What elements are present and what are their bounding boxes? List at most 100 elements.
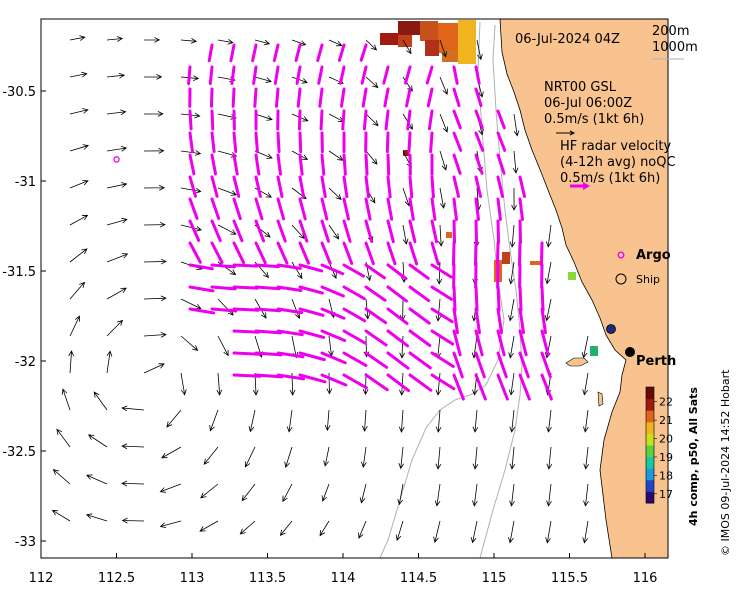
gsl-arrow <box>365 39 378 51</box>
colorbar-tick-label: 18 <box>659 469 673 482</box>
gsl-arrow <box>284 446 293 468</box>
hf-arrow <box>298 351 326 362</box>
colorbar-segment <box>646 433 654 446</box>
hf-arrow <box>496 351 508 379</box>
hf-arrow <box>188 153 196 176</box>
hf-arrow <box>294 43 302 63</box>
hf-arrow <box>430 351 455 368</box>
hf-arrow <box>342 197 350 221</box>
hf-arrow <box>210 307 238 313</box>
gsl-arrow <box>438 224 444 247</box>
gsl-arrow <box>581 335 589 359</box>
argo-legend-symbol <box>617 251 625 259</box>
gsl-arrow <box>241 483 256 502</box>
gsl-arrow <box>328 39 343 47</box>
hf-arrow <box>209 87 214 108</box>
hf-arrow <box>364 307 388 325</box>
gsl-arrow <box>200 483 219 499</box>
hf-arrow <box>276 197 286 221</box>
gsl-arrow <box>68 350 75 374</box>
gsl-arrow <box>143 221 166 228</box>
gsl-arrow <box>61 388 71 411</box>
colorbar-segment <box>646 456 654 469</box>
gsl-arrow <box>69 248 88 263</box>
hf-arrow <box>430 263 453 279</box>
hf-arrow <box>518 307 525 335</box>
gsl-arrow <box>439 150 448 171</box>
gsl-arrow <box>365 76 379 89</box>
hf-arrow <box>496 285 501 312</box>
hf-arrow <box>210 197 221 220</box>
hf-arrow <box>430 373 456 391</box>
gsl-arrow <box>319 520 330 537</box>
gsl-arrow <box>121 405 145 412</box>
hf-arrow <box>188 175 197 198</box>
hf-arrow <box>272 43 280 63</box>
hf-arrow <box>474 87 483 108</box>
hf-arrow <box>496 175 504 198</box>
gsl-arrow <box>291 76 308 84</box>
hf-arrow <box>274 87 280 108</box>
hf-arrow <box>362 109 368 131</box>
x-tick-label: 115 <box>482 571 507 586</box>
gsl-arrow <box>69 214 89 226</box>
y-tick-label: -30.5 <box>2 85 36 100</box>
hf-arrow <box>210 109 215 131</box>
hf-arrow <box>342 351 368 367</box>
gsl-arrow <box>544 298 552 322</box>
gsl-arrow <box>583 446 590 470</box>
hf-arrow <box>382 65 390 85</box>
hf-arrow <box>408 197 415 221</box>
gsl-arrow <box>143 363 165 374</box>
hf-arrow <box>473 241 478 267</box>
hf-arrow <box>408 285 431 303</box>
gsl-arrow <box>508 335 515 359</box>
hf-arrow <box>342 241 354 265</box>
hf-arrow <box>430 175 435 199</box>
hf-arrow <box>188 109 193 131</box>
hf-arrow <box>407 131 412 154</box>
hf-arrow <box>298 285 324 295</box>
hf-arrow <box>496 373 509 401</box>
hf-arrow <box>342 373 368 390</box>
hf-arrow <box>474 131 485 152</box>
hf-arrow <box>342 153 347 176</box>
hf-arrow <box>341 109 346 131</box>
hf-arrow <box>430 329 455 346</box>
hf-arrow <box>273 65 280 85</box>
gsl-arrow <box>472 409 479 433</box>
y-tick-label: -33 <box>15 535 36 550</box>
hf-arrow <box>319 109 324 131</box>
hf-arrow <box>276 153 282 176</box>
hf-arrow <box>342 219 352 243</box>
colorbar-segment <box>646 410 654 423</box>
gsl-arrow <box>106 217 128 226</box>
argo-float-marker <box>113 156 120 163</box>
gsl-arrow <box>121 480 145 487</box>
hf-arrow <box>210 263 236 269</box>
hf-arrow <box>496 307 503 335</box>
gsl-scale-arrowhead <box>569 130 576 136</box>
y-tick-label: -32.5 <box>2 445 36 460</box>
gsl-arrow <box>435 409 442 433</box>
x-tick-label: 115.5 <box>551 571 588 586</box>
hf-arrow <box>320 263 345 276</box>
hf-arrow <box>359 43 368 62</box>
y-tick-label: -31.5 <box>2 265 36 280</box>
hf-arrow <box>518 197 524 221</box>
hf-arrow <box>408 219 417 244</box>
gsl-arrow <box>546 483 552 507</box>
hf-arrow <box>232 329 261 334</box>
gsl-arrow <box>509 409 516 433</box>
gsl-arrow <box>439 76 448 96</box>
gsl-arrow <box>397 483 404 506</box>
hf-arrow <box>298 131 303 154</box>
gsl-arrow <box>476 39 483 61</box>
hf-arrow <box>364 241 375 266</box>
colorbar-frame <box>645 386 655 504</box>
hf-arrow <box>474 153 484 175</box>
imos-credit: © IMOS 09-Jul-2024 14:52 Hobart <box>719 369 732 556</box>
hf-arrow <box>430 285 454 301</box>
gsl-arrow <box>398 446 405 470</box>
hf-arrow <box>188 197 199 220</box>
